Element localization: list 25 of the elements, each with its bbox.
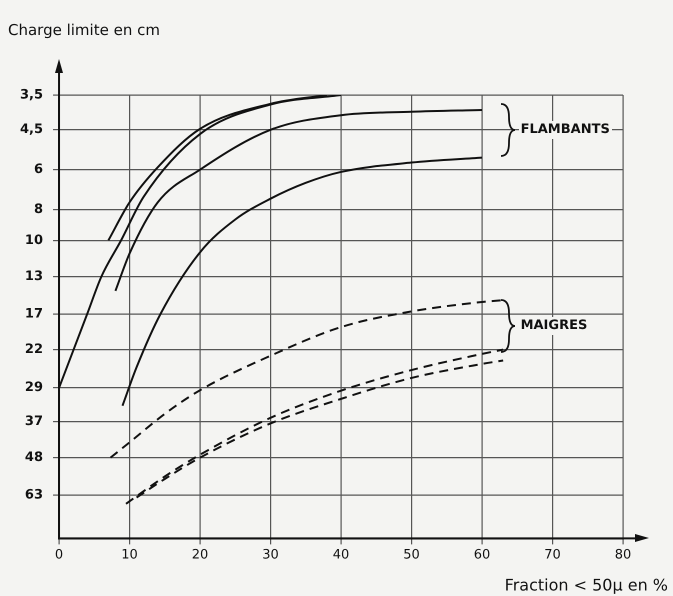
y-tick-label: 10 [24, 232, 44, 248]
y-tick-label: 22 [24, 342, 44, 357]
annotation: FLAMBANTS [518, 121, 612, 140]
y-tick-label: 63 [24, 488, 44, 503]
y-tick-label: 4,5 [20, 122, 44, 138]
y-tick-label: 48 [24, 450, 44, 466]
x-tick-label: 10 [121, 548, 138, 563]
x-tick-label: 40 [332, 548, 350, 563]
x-axis-title: Fraction < 50µ en % [504, 575, 668, 594]
y-tick-label: 3,5 [20, 87, 44, 102]
y-tick-label: 17 [24, 306, 44, 322]
y-axis-title: Charge limite en cm [8, 21, 160, 39]
x-tick-label: 80 [614, 548, 632, 563]
x-tick-label: 50 [403, 548, 420, 563]
x-tick-label: 70 [544, 548, 561, 563]
annotation: MAIGRES [518, 316, 590, 335]
y-tick-label: 6 [34, 162, 44, 178]
x-tick-label: 60 [474, 548, 490, 563]
x-tick-label: 30 [262, 548, 279, 563]
y-tick-label: 13 [24, 269, 44, 284]
y-tick-label: 29 [24, 380, 44, 396]
y-tick-label: 37 [24, 414, 44, 429]
x-tick-label: 20 [192, 548, 208, 563]
x-tick-label: 0 [54, 548, 64, 563]
y-tick-label: 8 [34, 202, 44, 217]
